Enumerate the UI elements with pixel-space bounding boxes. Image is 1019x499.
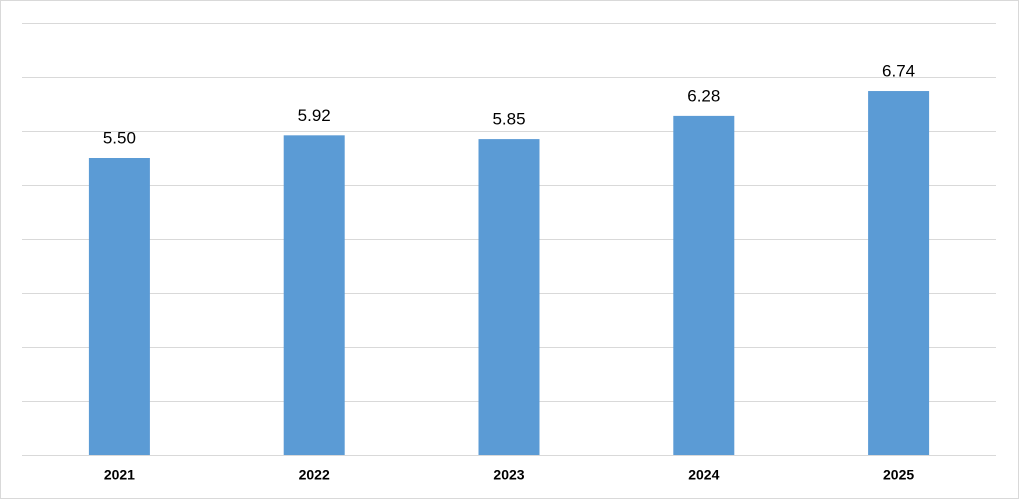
x-tick-label: 2022 (299, 467, 330, 483)
data-label: 5.85 (492, 110, 525, 129)
x-tick-label: 2025 (883, 467, 914, 483)
bar (478, 139, 540, 455)
x-tick-label: 2023 (493, 467, 524, 483)
data-label: 6.74 (882, 62, 915, 81)
bar (673, 115, 735, 455)
bar (868, 91, 930, 455)
data-label: 5.50 (103, 128, 136, 147)
data-label: 5.92 (298, 106, 331, 125)
x-tick-label: 2024 (688, 467, 719, 483)
x-tick-label: 2021 (104, 467, 135, 483)
bar (88, 158, 150, 455)
data-label: 6.28 (687, 86, 720, 105)
bar (283, 135, 345, 455)
